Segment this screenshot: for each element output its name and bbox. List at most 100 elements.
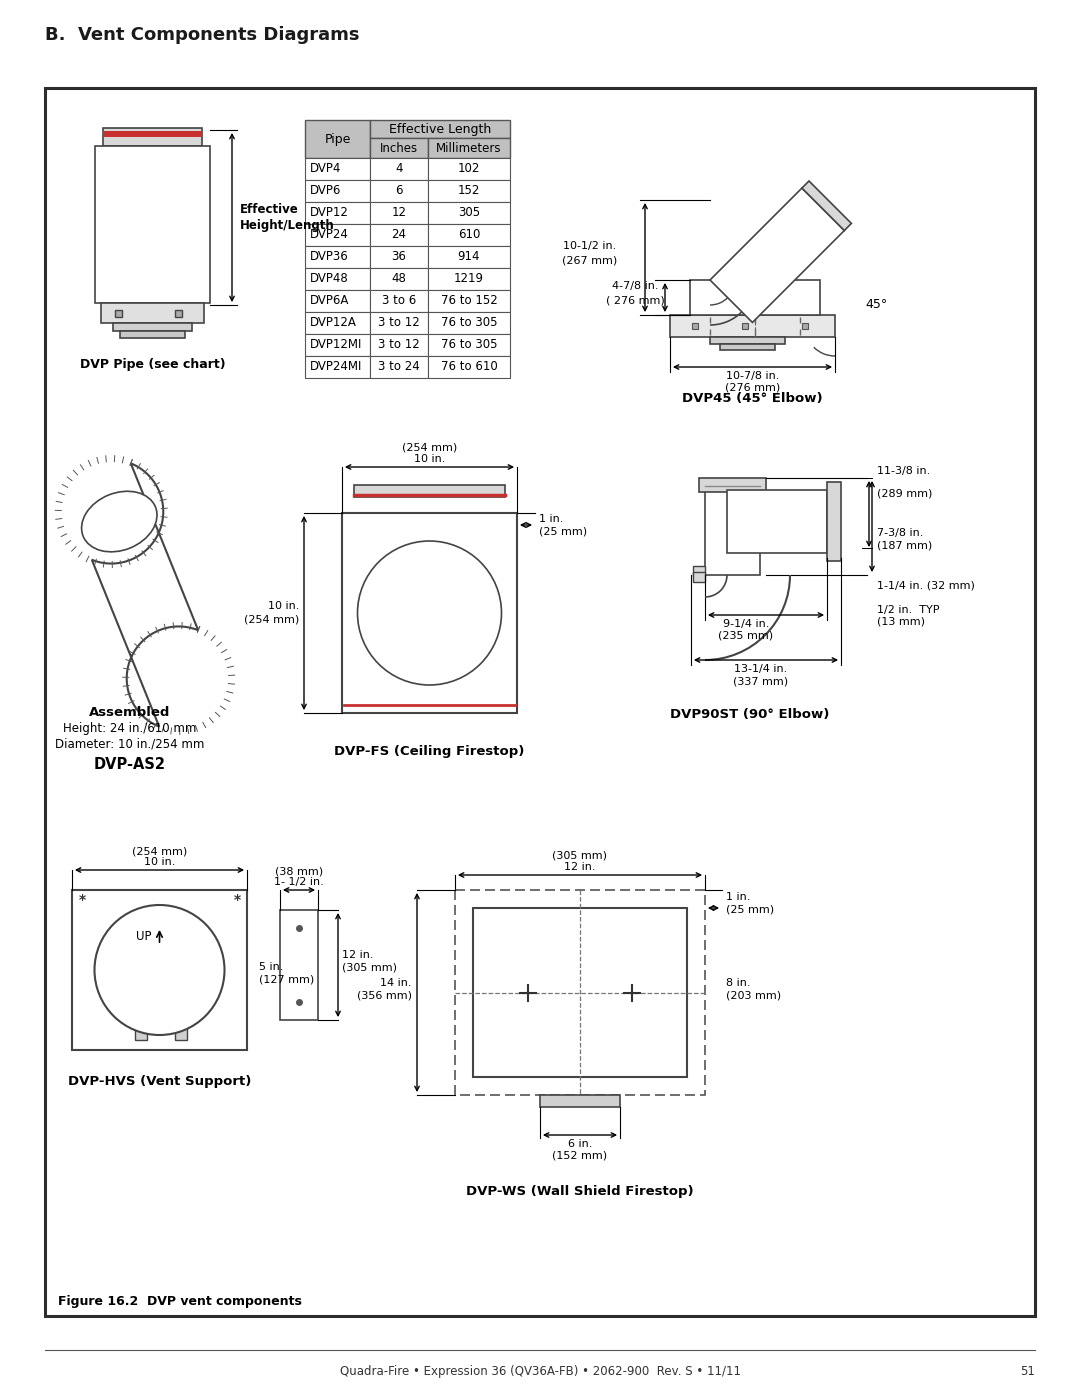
Bar — [280, 909, 318, 1020]
Text: 12 in.: 12 in. — [342, 950, 374, 960]
Text: DVP-AS2: DVP-AS2 — [94, 757, 166, 773]
Bar — [742, 323, 748, 330]
Text: DVP12MI: DVP12MI — [310, 338, 363, 352]
Text: DVP12A: DVP12A — [310, 317, 356, 330]
Text: 610: 610 — [458, 229, 481, 242]
Text: 24: 24 — [391, 229, 406, 242]
Text: 7-3/8 in.: 7-3/8 in. — [877, 528, 923, 538]
Text: (25 mm): (25 mm) — [539, 527, 588, 536]
Text: (254 mm): (254 mm) — [132, 847, 187, 856]
Text: (356 mm): (356 mm) — [357, 990, 411, 1000]
Bar — [370, 312, 428, 334]
Text: 10-1/2 in.: 10-1/2 in. — [564, 242, 617, 251]
Text: Height: 24 in./610 mm: Height: 24 in./610 mm — [64, 722, 197, 735]
Text: 51: 51 — [1021, 1365, 1035, 1377]
Text: 45°: 45° — [865, 299, 888, 312]
Bar — [305, 334, 370, 356]
Bar — [103, 129, 202, 147]
Text: Assembled: Assembled — [90, 707, 171, 719]
Text: DVP-FS (Ceiling Firestop): DVP-FS (Ceiling Firestop) — [335, 745, 525, 759]
Bar — [428, 312, 510, 334]
Bar — [540, 1095, 620, 1106]
Bar — [370, 138, 428, 158]
Text: DVP Pipe (see chart): DVP Pipe (see chart) — [80, 358, 226, 372]
Text: 11-3/8 in.: 11-3/8 in. — [877, 467, 930, 476]
Text: Effective Length: Effective Length — [389, 123, 491, 136]
Text: (187 mm): (187 mm) — [877, 541, 932, 550]
Bar — [802, 323, 808, 330]
Text: (203 mm): (203 mm) — [726, 990, 781, 1000]
Bar — [428, 246, 510, 268]
Bar — [305, 291, 370, 312]
Text: DVP90ST (90° Elbow): DVP90ST (90° Elbow) — [671, 708, 829, 721]
Text: 3 to 6: 3 to 6 — [382, 295, 416, 307]
Text: 4-7/8 in.: 4-7/8 in. — [611, 282, 658, 292]
Bar — [370, 203, 428, 224]
Bar — [305, 356, 370, 379]
Bar — [455, 890, 705, 1095]
Text: 5 in.: 5 in. — [259, 963, 283, 972]
Text: 76 to 610: 76 to 610 — [441, 360, 498, 373]
Text: 1-1/4 in. (32 mm): 1-1/4 in. (32 mm) — [877, 580, 975, 590]
Bar — [102, 303, 204, 323]
Text: 76 to 305: 76 to 305 — [441, 317, 497, 330]
Bar — [305, 224, 370, 246]
Text: DVP12: DVP12 — [310, 207, 349, 219]
Text: Millimeters: Millimeters — [436, 141, 502, 155]
Bar — [705, 490, 760, 576]
Text: (254 mm): (254 mm) — [402, 443, 457, 453]
Bar — [428, 158, 510, 180]
Polygon shape — [710, 189, 845, 323]
Bar — [693, 566, 705, 576]
Text: 76 to 305: 76 to 305 — [441, 338, 497, 352]
Text: 1- 1/2 in.: 1- 1/2 in. — [274, 877, 324, 887]
Text: DVP4: DVP4 — [310, 162, 341, 176]
Text: (152 mm): (152 mm) — [553, 1151, 608, 1161]
Bar — [428, 356, 510, 379]
Text: Figure 16.2  DVP vent components: Figure 16.2 DVP vent components — [58, 1295, 302, 1308]
Text: (38 mm): (38 mm) — [275, 866, 323, 876]
Text: 1219: 1219 — [454, 272, 484, 285]
Bar — [45, 88, 1035, 1316]
Text: Height/Length: Height/Length — [240, 219, 335, 232]
Bar — [428, 138, 510, 158]
Text: 12: 12 — [391, 207, 406, 219]
Bar — [370, 120, 510, 138]
Text: 76 to 152: 76 to 152 — [441, 295, 498, 307]
Text: 1/2 in.  TYP: 1/2 in. TYP — [877, 605, 940, 615]
Text: 10 in.: 10 in. — [144, 856, 175, 868]
Bar — [370, 224, 428, 246]
Bar — [305, 203, 370, 224]
Text: 6: 6 — [395, 184, 403, 197]
Text: Inches: Inches — [380, 141, 418, 155]
Text: Diameter: 10 in./254 mm: Diameter: 10 in./254 mm — [55, 738, 205, 750]
Text: Quadra-Fire • Expression 36 (QV36A-FB) • 2062-900  Rev. S • 11/11: Quadra-Fire • Expression 36 (QV36A-FB) •… — [339, 1365, 741, 1377]
Bar — [120, 331, 185, 338]
Bar — [473, 908, 687, 1077]
Text: 13-1/4 in.: 13-1/4 in. — [734, 664, 787, 673]
Circle shape — [95, 905, 225, 1035]
Text: (305 mm): (305 mm) — [342, 963, 397, 972]
Text: Effective: Effective — [240, 203, 299, 217]
Bar — [428, 203, 510, 224]
Text: 102: 102 — [458, 162, 481, 176]
Bar — [670, 314, 835, 337]
Bar — [175, 1028, 187, 1039]
Text: 8 in.: 8 in. — [726, 978, 751, 988]
Text: UP: UP — [136, 929, 151, 943]
Text: DVP36: DVP36 — [310, 250, 349, 264]
Bar — [710, 337, 785, 344]
Text: 14 in.: 14 in. — [380, 978, 411, 988]
Bar — [370, 268, 428, 291]
Bar — [428, 334, 510, 356]
Text: Pipe: Pipe — [324, 133, 351, 145]
Text: DVP6: DVP6 — [310, 184, 341, 197]
Bar — [428, 291, 510, 312]
Text: (289 mm): (289 mm) — [877, 488, 932, 497]
Text: (13 mm): (13 mm) — [877, 617, 924, 627]
Text: (276 mm): (276 mm) — [725, 383, 780, 393]
Text: DVP-WS (Wall Shield Firestop): DVP-WS (Wall Shield Firestop) — [467, 1185, 693, 1199]
Text: 1 in.: 1 in. — [726, 893, 751, 902]
Bar — [692, 323, 698, 330]
Bar — [175, 310, 183, 317]
